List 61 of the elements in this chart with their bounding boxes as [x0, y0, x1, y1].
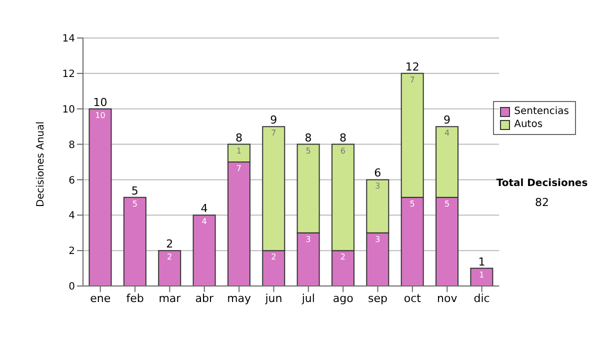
y-axis-title: Decisiones Anual	[36, 121, 47, 207]
total-label: 12	[405, 60, 420, 74]
annotation: Total Decisiones	[495, 178, 589, 189]
data-label: 5	[132, 199, 138, 208]
total-label: 9	[444, 114, 451, 127]
data-label: 4	[202, 217, 207, 226]
x-tick-label: abr	[195, 292, 214, 305]
total-label: 10	[93, 96, 108, 109]
data-label: 4	[444, 128, 450, 138]
total-label: 2	[166, 238, 174, 251]
data-label: 3	[306, 234, 311, 244]
data-label: 10	[95, 110, 106, 120]
legend-label: Sentencias	[514, 105, 569, 118]
x-tick-label: may	[227, 292, 252, 305]
data-label: 2	[271, 252, 276, 262]
bar	[123, 196, 146, 286]
data-label: 7	[410, 75, 415, 84]
data-label: 1	[236, 146, 242, 156]
x-tick-label: nov	[437, 292, 458, 305]
x-tick-label: sep	[368, 292, 388, 305]
total-label: 1	[478, 255, 486, 268]
total-label: 9	[270, 114, 278, 127]
total-label: 8	[339, 131, 346, 144]
total-label: 6	[374, 166, 382, 180]
bar	[158, 250, 182, 286]
x-tick-label: feb	[126, 292, 144, 305]
total-label: 5	[131, 184, 138, 198]
x-tick-label: jun	[264, 292, 282, 305]
bar	[88, 108, 112, 286]
y-tick-label: 2	[68, 246, 75, 258]
data-label: 5	[410, 199, 415, 208]
y-tick-label: 6	[68, 175, 75, 186]
x-tick-label: oct	[404, 292, 422, 305]
data-label: 5	[444, 199, 450, 208]
text: 82	[534, 196, 550, 209]
x-tick-label: jul	[300, 292, 315, 305]
x-tick-label: ago	[332, 292, 354, 305]
data-label: 6	[340, 146, 346, 156]
data-label: 3	[375, 182, 380, 191]
bar	[192, 214, 216, 286]
data-label: 2	[340, 252, 346, 262]
bar	[470, 268, 494, 286]
y-tick-label: 10	[62, 104, 75, 116]
data-label: 7	[236, 164, 242, 173]
y-tick-label: 14	[62, 34, 75, 45]
total-label: 8	[235, 131, 242, 144]
total-label: 8	[304, 131, 312, 144]
y-tick-label: 8	[68, 140, 75, 151]
x-tick-label: mar	[158, 292, 182, 305]
total-label: 4	[200, 202, 208, 216]
data-label: 3	[375, 234, 380, 244]
data-label: 5	[306, 146, 311, 156]
y-tick-label: 12	[62, 68, 75, 80]
data-label: 2	[167, 252, 172, 262]
data-label: 7	[271, 128, 276, 138]
data-label: 1	[479, 270, 484, 280]
x-tick-label: dic	[474, 292, 490, 305]
x-tick-label: ene	[90, 292, 111, 305]
y-tick-label: 4	[68, 210, 75, 222]
legend-label: Autos	[514, 118, 543, 131]
y-tick-label: 0	[68, 282, 75, 293]
